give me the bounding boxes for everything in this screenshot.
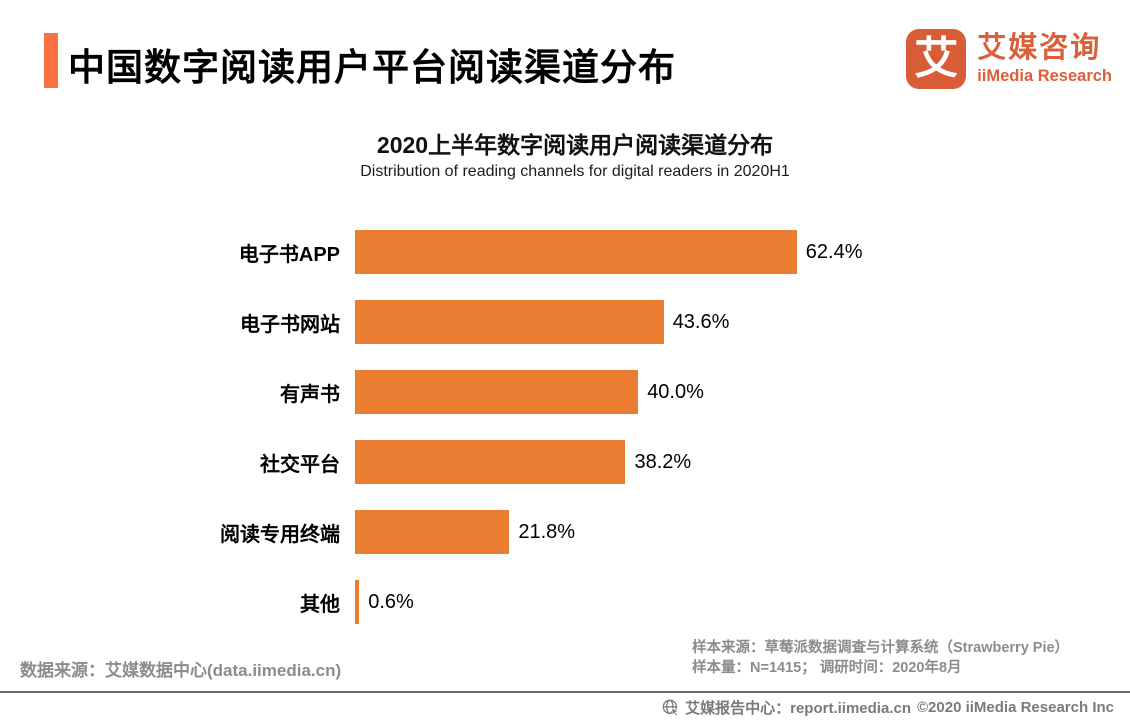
bar bbox=[355, 300, 664, 344]
logo-name-en: iiMedia Research bbox=[977, 66, 1112, 85]
category-label: 电子书网站 bbox=[240, 313, 340, 336]
iimedia-logo: 艾 艾媒咨询 iiMedia Research bbox=[906, 29, 1112, 89]
chart-title: 2020上半年数字阅读用户阅读渠道分布 bbox=[376, 132, 774, 158]
bar bbox=[355, 370, 639, 414]
iimedia-logo-icon: 艾 bbox=[906, 29, 967, 89]
value-label: 38.2% bbox=[634, 450, 692, 473]
globe-cursor-icon bbox=[662, 699, 680, 716]
category-label: 其他 bbox=[300, 593, 340, 616]
chart-subtitle: Distribution of reading channels for dig… bbox=[360, 163, 790, 180]
bar bbox=[355, 580, 360, 624]
chart-bar-row: 其他 0.6% bbox=[0, 580, 1130, 624]
bar bbox=[355, 230, 797, 274]
bar bbox=[355, 440, 626, 484]
value-label: 21.8% bbox=[518, 520, 576, 543]
chart-bar-row: 电子书APP 62.4% bbox=[0, 230, 1130, 274]
data-source-note: 数据来源：艾媒数据中心(data.iimedia.cn) bbox=[20, 661, 342, 680]
footer-copyright: ©2020 iiMedia Research Inc bbox=[917, 699, 1114, 716]
value-label: 0.6% bbox=[368, 590, 414, 613]
category-label: 社交平台 bbox=[260, 453, 340, 476]
chart-bar-row: 社交平台 38.2% bbox=[0, 440, 1130, 484]
category-label: 阅读专用终端 bbox=[220, 523, 340, 546]
value-label: 62.4% bbox=[805, 240, 863, 263]
category-label: 有声书 bbox=[280, 383, 340, 406]
sample-source-note: 样本来源：草莓派数据调查与计算系统（Strawberry Pie） 样本量：N=… bbox=[692, 638, 1069, 678]
title-accent-bar bbox=[44, 33, 58, 88]
value-label: 43.6% bbox=[672, 310, 730, 333]
sample-info-line: 样本量：N=1415； 调研时间：2020年8月 bbox=[692, 660, 962, 676]
bar-chart: 电子书APP 62.4% 电子书网站 43.6% 有声书 40.0% 社交平台 38.2% 阅读… bbox=[0, 230, 1130, 624]
chart-bar-row: 有声书 40.0% bbox=[0, 370, 1130, 414]
bar bbox=[355, 510, 510, 554]
chart-bar-row: 阅读专用终端 21.8% bbox=[0, 510, 1130, 554]
category-label: 电子书APP bbox=[238, 243, 340, 266]
sample-source-line: 样本来源：草莓派数据调查与计算系统（Strawberry Pie） bbox=[692, 640, 1070, 656]
logo-text: 艾媒咨询 iiMedia Research bbox=[977, 31, 1112, 85]
footer: 艾媒报告中心：report.iimedia.cn ©2020 iiMedia R… bbox=[662, 697, 1114, 718]
chart-bar-row: 电子书网站 43.6% bbox=[0, 300, 1130, 344]
footer-divider bbox=[0, 691, 1130, 693]
page-title: 中国数字阅读用户平台阅读渠道分布 bbox=[68, 47, 676, 88]
value-label: 40.0% bbox=[647, 380, 704, 403]
footer-report-center: 艾媒报告中心：report.iimedia.cn bbox=[685, 700, 911, 717]
logo-name-cn: 艾媒咨询 bbox=[977, 31, 1102, 64]
